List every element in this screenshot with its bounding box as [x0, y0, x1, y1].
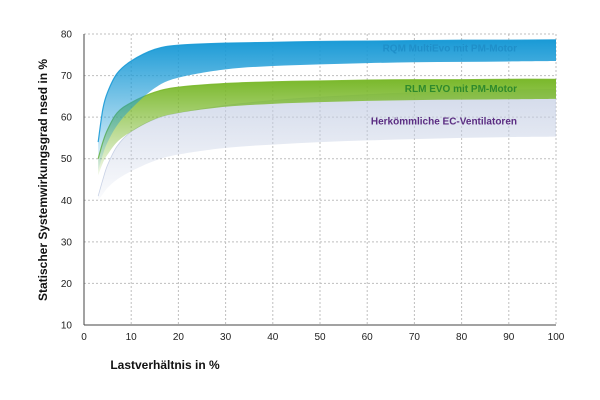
series-label: RQM MultiEvo mit PM-Motor: [383, 43, 518, 54]
x-tick-label: 80: [456, 332, 468, 343]
y-tick-label: 40: [61, 196, 73, 207]
x-tick-label: 10: [126, 332, 138, 343]
y-tick-label: 10: [61, 321, 73, 332]
x-tick-label: 30: [220, 332, 232, 343]
x-tick-label: 60: [362, 332, 374, 343]
y-tick-label: 50: [61, 154, 73, 165]
x-tick-label: 50: [314, 332, 326, 343]
series-line: [97, 39, 557, 143]
series-labels: RQM MultiEvo mit PM-Motor RLM EVO mit PM-…: [371, 43, 517, 127]
y-tick-label: 60: [61, 113, 73, 124]
series-label: RLM EVO mit PM-Motor: [405, 84, 517, 95]
y-tick-label: 70: [61, 71, 73, 82]
axes: 0 10 20 30 40 50 60 70 80 90 100 10 20 30 40 50 60 70 80: [61, 30, 565, 344]
x-tick-label: 20: [173, 332, 185, 343]
x-axis-title: Lastverhältnis in %: [110, 358, 220, 372]
series-layer: [97, 39, 557, 201]
x-tick-label: 100: [548, 332, 565, 343]
y-tick-label: 80: [61, 30, 73, 41]
x-tick-label: 0: [81, 332, 87, 343]
series-label: Herkömmliche EC-Ventilatoren: [371, 117, 517, 128]
series-band: [98, 79, 556, 176]
x-tick-label: 40: [267, 332, 279, 343]
x-tick-label: 70: [409, 332, 421, 343]
series-band: [98, 39, 556, 172]
x-tick-label: 90: [503, 332, 515, 343]
y-axis-title: Statischer Systemwirkungsgrad nsed in %: [36, 59, 50, 301]
y-tick-label: 20: [61, 279, 73, 290]
series-band: [98, 89, 556, 201]
y-tick-label: 30: [61, 237, 73, 248]
